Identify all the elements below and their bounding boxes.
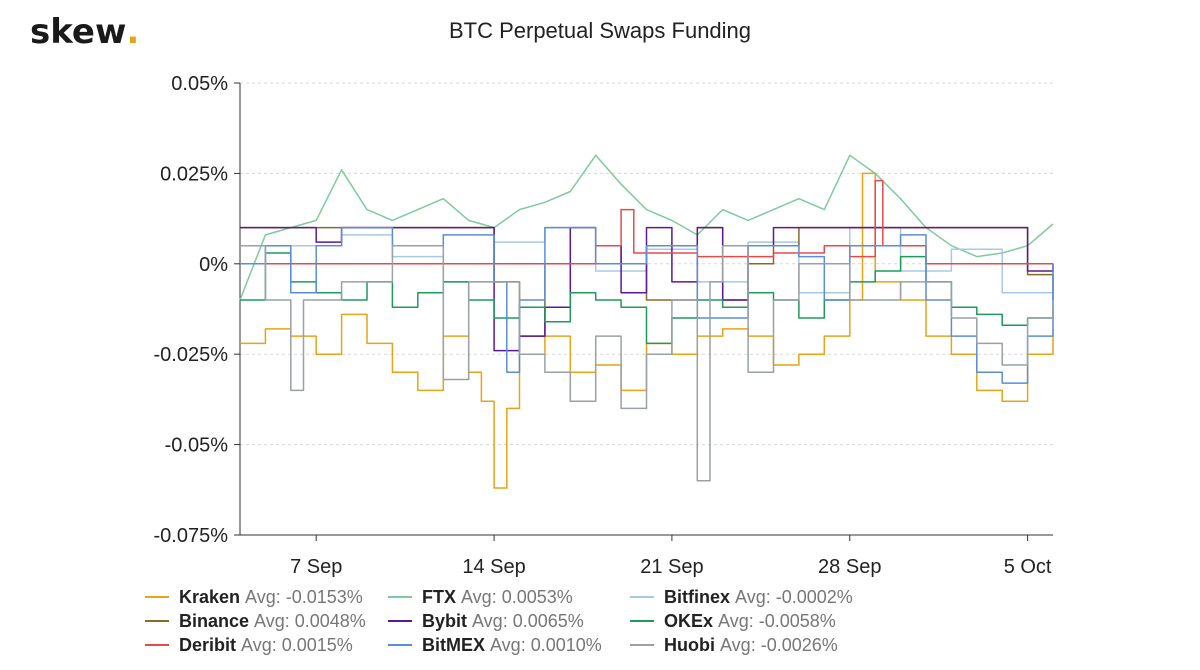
x-tick-label: 28 Sep bbox=[818, 556, 881, 578]
legend-item-bitfinex[interactable]: Bitfinex Avg: -0.0002% bbox=[630, 587, 853, 607]
legend-series-avg: Avg: -0.0058% bbox=[718, 611, 836, 631]
legend-label: Kraken Avg: -0.0153% bbox=[179, 587, 363, 607]
legend-item-bybit[interactable]: Bybit Avg: 0.0065% bbox=[388, 611, 584, 631]
legend-series-avg: Avg: 0.0010% bbox=[490, 635, 602, 655]
legend-series-name: Binance bbox=[179, 611, 249, 631]
legend-label: BitMEX Avg: 0.0010% bbox=[422, 635, 602, 655]
legend-series-name: FTX bbox=[422, 587, 456, 607]
series-line-bitmex bbox=[240, 226, 1054, 384]
series-line-bybit bbox=[240, 226, 1054, 352]
legend-series-avg: Avg: -0.0002% bbox=[735, 587, 853, 607]
legend-label: OKEx Avg: -0.0058% bbox=[664, 611, 836, 631]
legend-series-name: Bybit bbox=[422, 611, 467, 631]
x-tick-label: 7 Sep bbox=[290, 556, 342, 578]
legend-label: Deribit Avg: 0.0015% bbox=[179, 635, 353, 655]
legend-item-deribit[interactable]: Deribit Avg: 0.0015% bbox=[145, 635, 353, 655]
legend-series-avg: Avg: 0.0065% bbox=[472, 611, 584, 631]
legend-series-avg: Avg: 0.0015% bbox=[241, 635, 353, 655]
legend-item-okex[interactable]: OKEx Avg: -0.0058% bbox=[630, 611, 836, 631]
legend-item-huobi[interactable]: Huobi Avg: -0.0026% bbox=[630, 635, 838, 655]
x-tick-label: 21 Sep bbox=[640, 556, 703, 578]
y-tick-label: -0.075% bbox=[154, 525, 229, 547]
legend-item-kraken[interactable]: Kraken Avg: -0.0153% bbox=[145, 587, 363, 607]
legend: Kraken Avg: -0.0153% FTX Avg: 0.0053% Bitfin… bbox=[145, 587, 853, 655]
y-tick-label: -0.05% bbox=[165, 435, 229, 457]
series-line-ftx bbox=[239, 154, 1054, 301]
skew-logo: skew. bbox=[30, 12, 139, 52]
legend-series-name: Kraken bbox=[179, 587, 240, 607]
chart-title: BTC Perpetual Swaps Funding bbox=[449, 18, 751, 43]
legend-label: Binance Avg: 0.0048% bbox=[179, 611, 366, 631]
plot-area bbox=[239, 154, 1054, 489]
y-tick-label: 0.05% bbox=[171, 73, 228, 95]
legend-series-avg: Avg: 0.0048% bbox=[254, 611, 366, 631]
legend-series-name: Deribit bbox=[179, 635, 236, 655]
x-tick-label: 14 Sep bbox=[462, 556, 525, 578]
legend-series-name: BitMEX bbox=[422, 635, 485, 655]
legend-series-avg: Avg: -0.0153% bbox=[245, 587, 363, 607]
series-line-huobi bbox=[240, 244, 1054, 482]
legend-label: FTX Avg: 0.0053% bbox=[422, 587, 573, 607]
legend-label: Bybit Avg: 0.0065% bbox=[422, 611, 584, 631]
y-axis-ticks: 0.05% 0.025% 0% -0.025% -0.05% -0.075% bbox=[154, 73, 240, 547]
legend-series-name: OKEx bbox=[664, 611, 713, 631]
x-tick-label: 5 Oct bbox=[1004, 556, 1052, 578]
legend-label: Huobi Avg: -0.0026% bbox=[664, 635, 838, 655]
y-tick-label: 0.025% bbox=[160, 163, 228, 185]
legend-label: Bitfinex Avg: -0.0002% bbox=[664, 587, 853, 607]
y-tick-label: 0% bbox=[199, 254, 228, 276]
y-tick-label: -0.025% bbox=[154, 344, 229, 366]
axes bbox=[239, 83, 1053, 536]
legend-item-bitmex[interactable]: BitMEX Avg: 0.0010% bbox=[388, 635, 602, 655]
legend-series-avg: Avg: 0.0053% bbox=[461, 587, 573, 607]
legend-item-binance[interactable]: Binance Avg: 0.0048% bbox=[145, 611, 366, 631]
legend-series-avg: Avg: -0.0026% bbox=[720, 635, 838, 655]
legend-item-ftx[interactable]: FTX Avg: 0.0053% bbox=[388, 587, 573, 607]
legend-series-name: Bitfinex bbox=[664, 587, 730, 607]
legend-series-name: Huobi bbox=[664, 635, 715, 655]
x-axis-ticks: 7 Sep 14 Sep 21 Sep 28 Sep 5 Oct bbox=[290, 535, 1052, 578]
